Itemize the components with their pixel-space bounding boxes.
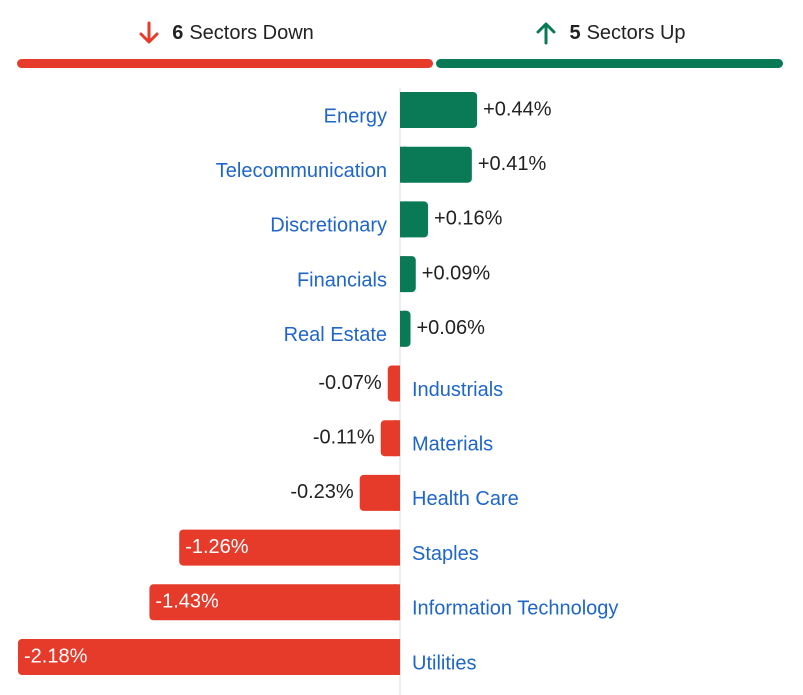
category-label[interactable]: Real Estate — [284, 324, 387, 346]
sectors-up-label: Sectors Up — [586, 21, 686, 44]
value-label: -0.23% — [290, 481, 354, 503]
value-label: -2.18% — [24, 645, 88, 667]
sectors-up-count: 5 — [569, 21, 581, 44]
arrow-up-icon — [536, 22, 556, 45]
bar-information-technology — [149, 584, 400, 621]
category-label[interactable]: Discretionary — [270, 215, 387, 237]
bar-health-care — [359, 474, 400, 511]
bar-utilities — [18, 639, 400, 675]
category-label[interactable]: Industrials — [412, 379, 503, 401]
category-label[interactable]: Telecommunication — [216, 160, 387, 182]
value-label: -1.26% — [185, 536, 249, 558]
bar-materials — [380, 420, 400, 457]
category-label[interactable]: Financials — [297, 269, 387, 291]
arrow-down-icon — [139, 21, 159, 44]
category-label[interactable]: Health Care — [412, 488, 519, 510]
value-label: -0.11% — [313, 426, 375, 448]
value-label: -0.07% — [318, 372, 382, 394]
value-label: +0.44% — [483, 98, 552, 120]
category-label[interactable]: Staples — [412, 543, 479, 565]
sectors-down-count: 6 — [172, 21, 184, 44]
value-label: +0.16% — [434, 208, 503, 230]
sectors-up-summary: 5 Sectors Up — [436, 18, 783, 48]
category-label[interactable]: Information Technology — [412, 598, 618, 620]
bar-energy — [400, 92, 478, 128]
value-label: +0.06% — [417, 317, 486, 339]
sectors-down-ratio-bar — [17, 59, 433, 68]
category-label[interactable]: Materials — [412, 433, 493, 455]
sectors-down-label: Sectors Down — [189, 21, 314, 44]
category-label[interactable]: Utilities — [412, 652, 476, 674]
value-label: -1.43% — [155, 591, 219, 613]
bar-real-estate — [400, 310, 411, 347]
bar-staples — [179, 529, 400, 566]
bar-industrials — [387, 365, 400, 402]
bar-discretionary — [400, 201, 429, 238]
value-label: +0.41% — [478, 153, 547, 175]
bar-telecommunication — [400, 146, 472, 183]
sectors-up-ratio-bar — [436, 59, 783, 68]
bar-financials — [400, 256, 416, 293]
sectors-down-summary: 6 Sectors Down — [18, 18, 432, 48]
value-label: +0.09% — [422, 262, 491, 284]
category-label[interactable]: Energy — [324, 105, 387, 127]
